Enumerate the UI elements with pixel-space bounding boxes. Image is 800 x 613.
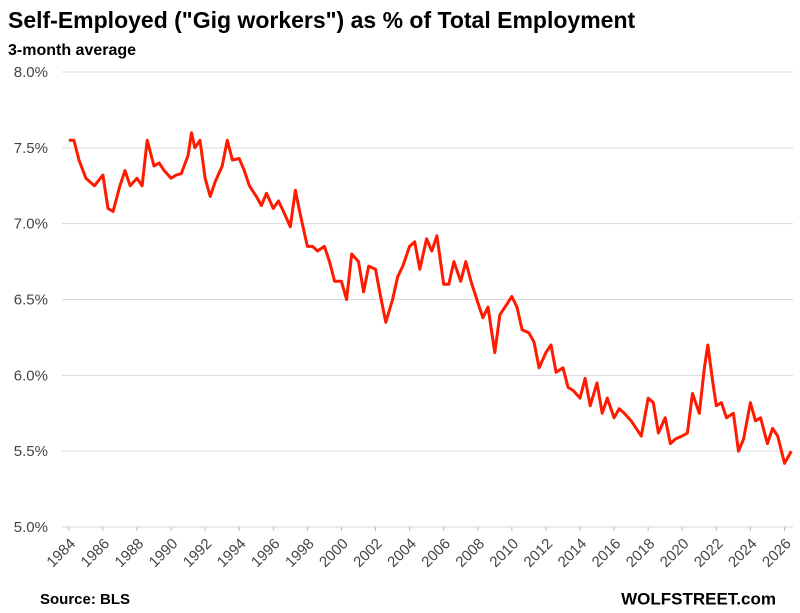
chart-title: Self-Employed ("Gig workers") as % of To… (8, 7, 635, 33)
y-tick-label: 6.0% (14, 367, 48, 384)
x-tick-label: 1988 (112, 535, 148, 571)
x-tick-label: 2000 (316, 535, 352, 571)
y-tick-label: 5.5% (14, 443, 48, 460)
x-tick-label: 2006 (418, 535, 454, 571)
credit: WOLFSTREET.com (621, 589, 776, 608)
y-tick-label: 8.0% (14, 64, 48, 81)
x-tick-label: 2020 (657, 535, 693, 571)
x-tick-label: 2008 (452, 535, 488, 571)
x-tick-label: 1998 (282, 535, 318, 571)
x-tick-label: 2004 (384, 535, 420, 571)
data-line (68, 131, 793, 465)
x-tick-label: 1986 (78, 535, 114, 571)
x-tick-label: 1984 (43, 535, 79, 571)
x-tick-label: 1992 (180, 535, 216, 571)
x-tick-label: 2010 (486, 535, 522, 571)
x-tick-label: 2024 (725, 535, 761, 571)
x-tick-label: 2026 (759, 535, 795, 571)
y-tick-label: 7.0% (14, 216, 48, 233)
x-tick-label: 2012 (521, 535, 557, 571)
x-tick-label: 2016 (589, 535, 625, 571)
y-tick-label: 5.0% (14, 519, 48, 536)
y-tick-label: 6.5% (14, 292, 48, 309)
chart-subtitle: 3-month average (8, 42, 136, 59)
x-tick-label: 2002 (350, 535, 386, 571)
x-tick-label: 1994 (214, 535, 250, 571)
x-tick-label: 1990 (146, 535, 182, 571)
x-tick-label: 2022 (691, 535, 727, 571)
source: Source: BLS (40, 591, 130, 608)
y-tick-label: 7.5% (14, 140, 48, 157)
x-tick-label: 1996 (248, 535, 284, 571)
x-tick-label: 2014 (555, 535, 591, 571)
x-tick-label: 2018 (623, 535, 659, 571)
